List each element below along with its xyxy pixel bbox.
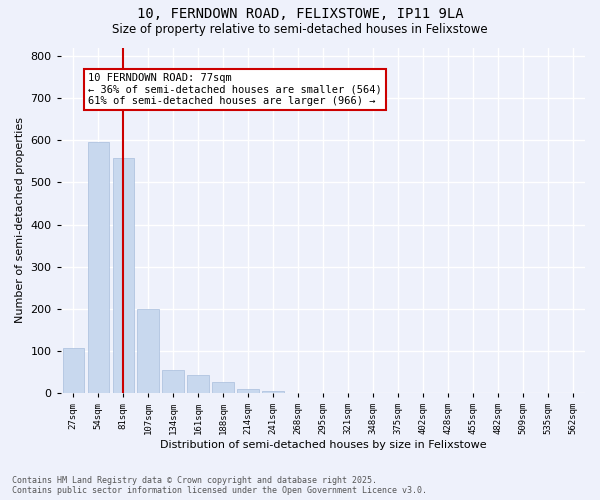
Bar — [262, 392, 284, 393]
Text: 10, FERNDOWN ROAD, FELIXSTOWE, IP11 9LA: 10, FERNDOWN ROAD, FELIXSTOWE, IP11 9LA — [137, 8, 463, 22]
Bar — [238, 389, 259, 393]
Bar — [212, 382, 233, 393]
Bar — [88, 142, 109, 393]
Bar — [187, 375, 209, 393]
X-axis label: Distribution of semi-detached houses by size in Felixstowe: Distribution of semi-detached houses by … — [160, 440, 486, 450]
Y-axis label: Number of semi-detached properties: Number of semi-detached properties — [15, 118, 25, 324]
Bar — [163, 370, 184, 393]
Text: 10 FERNDOWN ROAD: 77sqm
← 36% of semi-detached houses are smaller (564)
61% of s: 10 FERNDOWN ROAD: 77sqm ← 36% of semi-de… — [88, 73, 382, 106]
Text: Size of property relative to semi-detached houses in Felixstowe: Size of property relative to semi-detach… — [112, 22, 488, 36]
Bar — [137, 309, 159, 393]
Bar — [62, 348, 84, 393]
Bar — [113, 158, 134, 393]
Text: Contains HM Land Registry data © Crown copyright and database right 2025.
Contai: Contains HM Land Registry data © Crown c… — [12, 476, 427, 495]
